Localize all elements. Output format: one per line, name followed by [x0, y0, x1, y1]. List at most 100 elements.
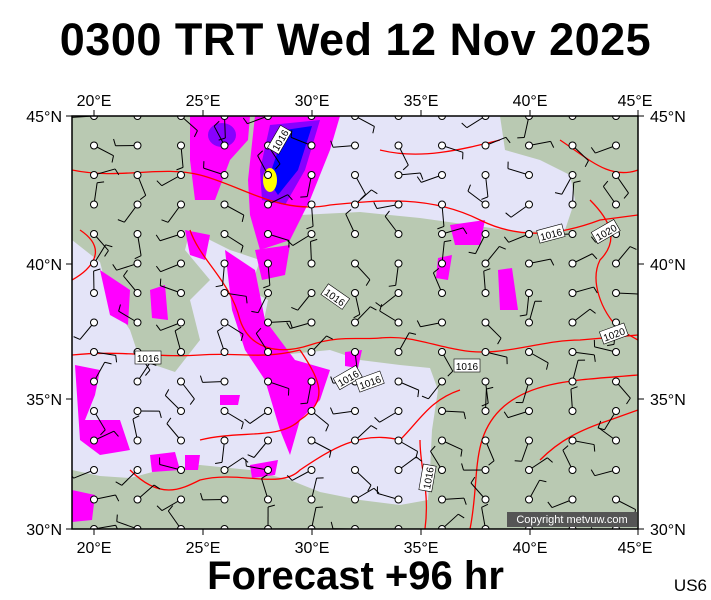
- copyright-box: Copyright metvuw.com: [507, 512, 637, 527]
- model-code: US6: [673, 576, 707, 595]
- station-circle: [220, 116, 229, 120]
- station-circle: [177, 171, 185, 179]
- wind-barb-feather: [155, 265, 161, 272]
- station-circle: [177, 436, 185, 445]
- station-circle: [568, 407, 577, 415]
- lat-label: 35°N: [26, 392, 62, 409]
- station-circle: [351, 495, 359, 504]
- station-circle: [394, 318, 403, 327]
- station-circle: [612, 466, 620, 474]
- wind-barb-feather: [240, 245, 244, 253]
- wind-barb-feather: [155, 324, 161, 331]
- station-circle: [438, 407, 446, 415]
- wind-barb-feather: [409, 332, 417, 335]
- wind-barb-feather: [433, 268, 440, 274]
- wind-barb-feather: [367, 484, 372, 492]
- station-circle: [525, 466, 533, 474]
- wind-barb-feather: [155, 234, 161, 242]
- wind-barb-feather: [330, 376, 334, 384]
- wind-barb-feather: [217, 326, 224, 332]
- station-circle: [177, 466, 185, 474]
- station-circle: [90, 436, 98, 445]
- wind-barb-feather: [286, 475, 293, 481]
- wind-barb-feather: [115, 355, 118, 363]
- station-circle: [568, 259, 577, 268]
- station-circle: [525, 407, 533, 415]
- station-circle: [351, 318, 359, 327]
- wind-barb-feather: [584, 160, 589, 168]
- station-circle: [612, 436, 620, 445]
- station-circle: [133, 377, 142, 386]
- wind-barb-feather: [481, 402, 489, 407]
- station-circle: [307, 348, 316, 356]
- station-circle: [394, 141, 403, 150]
- station-circle: [438, 348, 446, 356]
- station-circle: [264, 230, 272, 238]
- lon-label: 30°E: [295, 93, 330, 110]
- station-circle: [351, 230, 359, 238]
- wind-barb-feather: [589, 308, 596, 314]
- station-circle: [394, 436, 403, 445]
- wind-barb-feather: [199, 375, 203, 383]
- wind-barb-staff: [572, 116, 574, 117]
- wind-barb-feather: [73, 336, 81, 340]
- wind-barb-feather: [562, 445, 569, 451]
- wind-barb-feather: [156, 180, 163, 187]
- station-circle: [220, 348, 229, 356]
- wind-barb-feather: [375, 302, 382, 308]
- wind-barb-feather: [551, 542, 557, 545]
- wind-barb-feather: [245, 296, 248, 304]
- wind-barb-feather: [242, 117, 248, 124]
- isobars: [72, 139, 638, 529]
- station-circle: [307, 141, 316, 150]
- wind-barbs: [72, 108, 638, 545]
- lat-label: 45°N: [650, 109, 686, 126]
- station-circle: [438, 259, 446, 268]
- wind-barb-feather: [430, 445, 436, 452]
- wind-barb-feather: [97, 181, 105, 184]
- lat-label: 30°N: [650, 522, 686, 539]
- station-circle: [481, 289, 490, 297]
- wind-barb-feather: [118, 304, 121, 312]
- lat-label: 45°N: [26, 109, 62, 126]
- wind-barb-feather: [373, 202, 378, 209]
- station-circle: [394, 525, 403, 529]
- wind-barb-feather: [189, 398, 195, 405]
- station-circle: [438, 171, 446, 179]
- station-circle: [612, 116, 620, 120]
- wind-barb-feather: [444, 239, 452, 243]
- station-circle: [394, 200, 403, 209]
- station-circle: [525, 259, 533, 268]
- wind-barb-feather: [263, 284, 271, 289]
- lon-label: 35°E: [404, 93, 439, 110]
- wind-barb-feather: [593, 286, 598, 294]
- wind-barb-feather: [607, 343, 615, 347]
- station-circle: [481, 318, 490, 327]
- station-circle: [177, 289, 185, 297]
- wind-barb-feather: [345, 209, 352, 215]
- station-circle: [133, 466, 142, 474]
- wind-barb-feather: [590, 147, 596, 154]
- wind-barb-feather: [461, 463, 464, 471]
- station-circle: [481, 230, 490, 238]
- station-circle: [307, 525, 316, 529]
- wind-barb-feather: [115, 494, 120, 502]
- longitude-labels-bottom: 20°E 25°E 30°E 35°E 40°E 45°E: [77, 540, 653, 557]
- wind-barb-feather: [463, 412, 466, 420]
- wind-barb-feather: [161, 219, 169, 223]
- wind-barb-feather: [156, 505, 163, 511]
- station-circle: [612, 259, 620, 268]
- lon-label: 30°E: [295, 540, 330, 557]
- wind-barb-feather: [159, 278, 162, 286]
- station-circle: [133, 318, 142, 327]
- station-circle: [264, 116, 272, 120]
- lon-label: 40°E: [513, 93, 548, 110]
- lat-label: 30°N: [26, 522, 62, 539]
- wind-barb-feather: [300, 196, 308, 198]
- wind-barb-feather: [554, 192, 562, 195]
- station-circle: [307, 259, 316, 268]
- wind-barb-feather: [288, 108, 290, 115]
- wind-barb-feather: [416, 176, 422, 183]
- wind-barb-feather: [374, 531, 378, 537]
- wind-barb-feather: [300, 402, 308, 405]
